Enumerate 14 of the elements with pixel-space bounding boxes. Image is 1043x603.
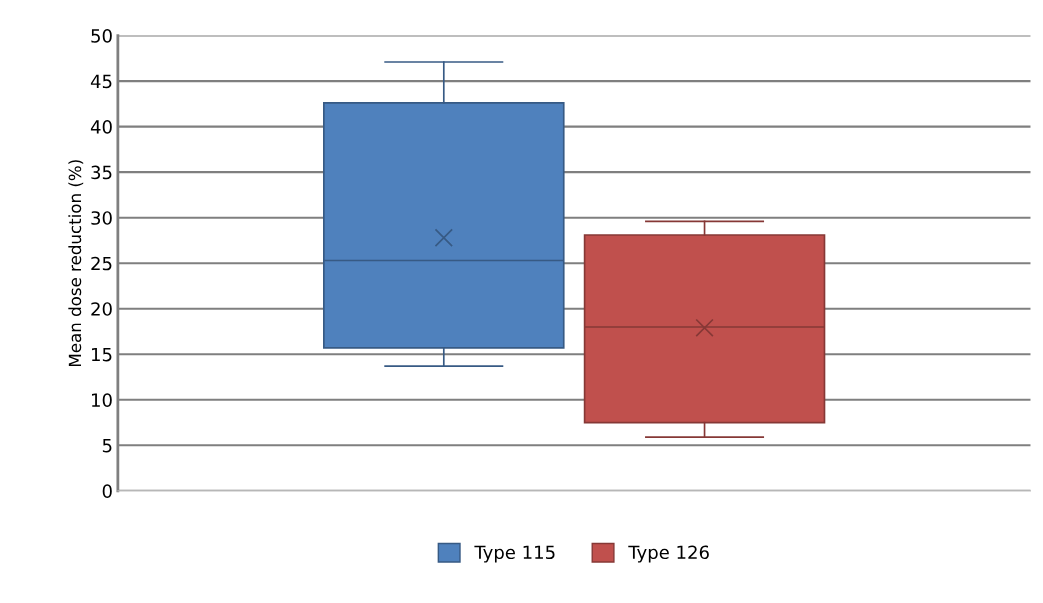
y-tick-label: 25 bbox=[91, 256, 112, 271]
y-axis-title: Mean dose reduction (%) bbox=[68, 160, 84, 366]
y-tick-label: 15 bbox=[92, 347, 112, 362]
y-tick-label: 20 bbox=[91, 302, 112, 316]
y-tick-label: 45 bbox=[90, 74, 112, 89]
legend-label: Type 115 bbox=[474, 545, 555, 563]
y-tick-label: 0 bbox=[102, 484, 112, 498]
y-tick-label: 50 bbox=[91, 29, 112, 43]
y-tick-label: 5 bbox=[102, 439, 112, 453]
y-tick-label: 10 bbox=[92, 393, 112, 407]
y-tick-label: 30 bbox=[91, 211, 112, 225]
legend-label: Type 126 bbox=[628, 545, 709, 563]
y-tick-label: 35 bbox=[91, 165, 112, 180]
y-tick-label: 40 bbox=[90, 120, 112, 134]
